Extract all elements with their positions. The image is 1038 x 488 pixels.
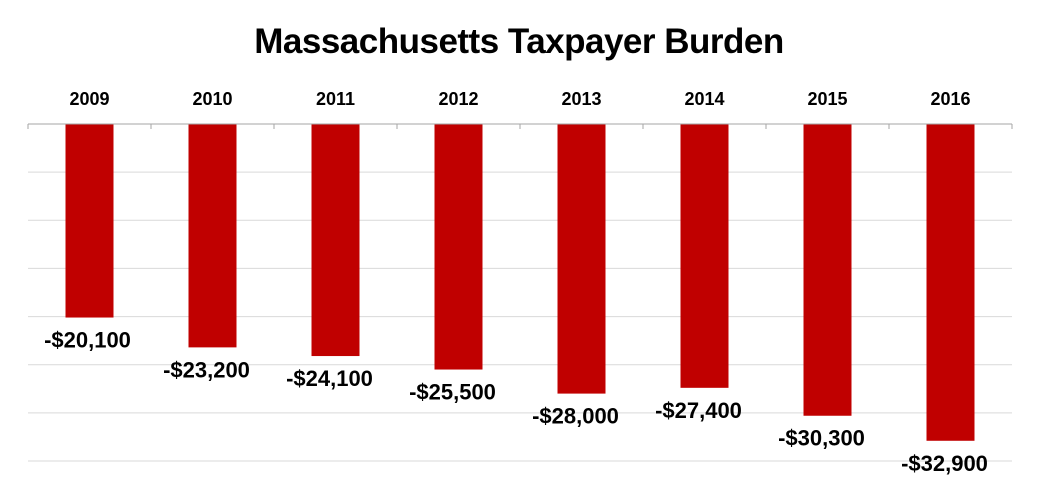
data-label-2016: -$32,900 bbox=[901, 451, 988, 476]
category-label-2009: 2009 bbox=[69, 89, 109, 109]
bar-2011 bbox=[311, 124, 360, 357]
category-labels: 2009 2010 2011 2012 2013 2014 2015 2016 bbox=[69, 89, 970, 109]
bar-2010 bbox=[188, 124, 237, 348]
bar-2014 bbox=[680, 124, 729, 388]
data-label-2015: -$30,300 bbox=[778, 426, 865, 451]
bar-2012 bbox=[434, 124, 483, 370]
bars bbox=[65, 124, 975, 441]
data-label-2009: -$20,100 bbox=[44, 328, 131, 353]
data-label-2014: -$27,400 bbox=[655, 398, 742, 423]
x-axis-ticks bbox=[27, 124, 1013, 129]
category-label-2011: 2011 bbox=[316, 89, 355, 109]
category-label-2015: 2015 bbox=[807, 89, 847, 109]
bar-2009 bbox=[65, 124, 114, 318]
bar-2015 bbox=[803, 124, 852, 416]
category-label-2016: 2016 bbox=[930, 89, 970, 109]
category-label-2014: 2014 bbox=[684, 89, 724, 109]
chart-title: Massachusetts Taxpayer Burden bbox=[254, 22, 784, 61]
category-label-2010: 2010 bbox=[192, 89, 232, 109]
data-label-2011: -$24,100 bbox=[286, 366, 373, 391]
data-label-2013: -$28,000 bbox=[532, 404, 619, 429]
data-label-2010: -$23,200 bbox=[163, 357, 250, 382]
bar-2016 bbox=[926, 124, 975, 441]
category-label-2012: 2012 bbox=[438, 89, 478, 109]
data-label-2012: -$25,500 bbox=[409, 380, 496, 405]
gridlines bbox=[28, 171, 1012, 462]
bar-2013 bbox=[557, 124, 606, 394]
data-labels: -$20,100 -$23,200 -$24,100 -$25,500 -$28,000… bbox=[44, 328, 988, 476]
category-label-2013: 2013 bbox=[561, 89, 601, 109]
